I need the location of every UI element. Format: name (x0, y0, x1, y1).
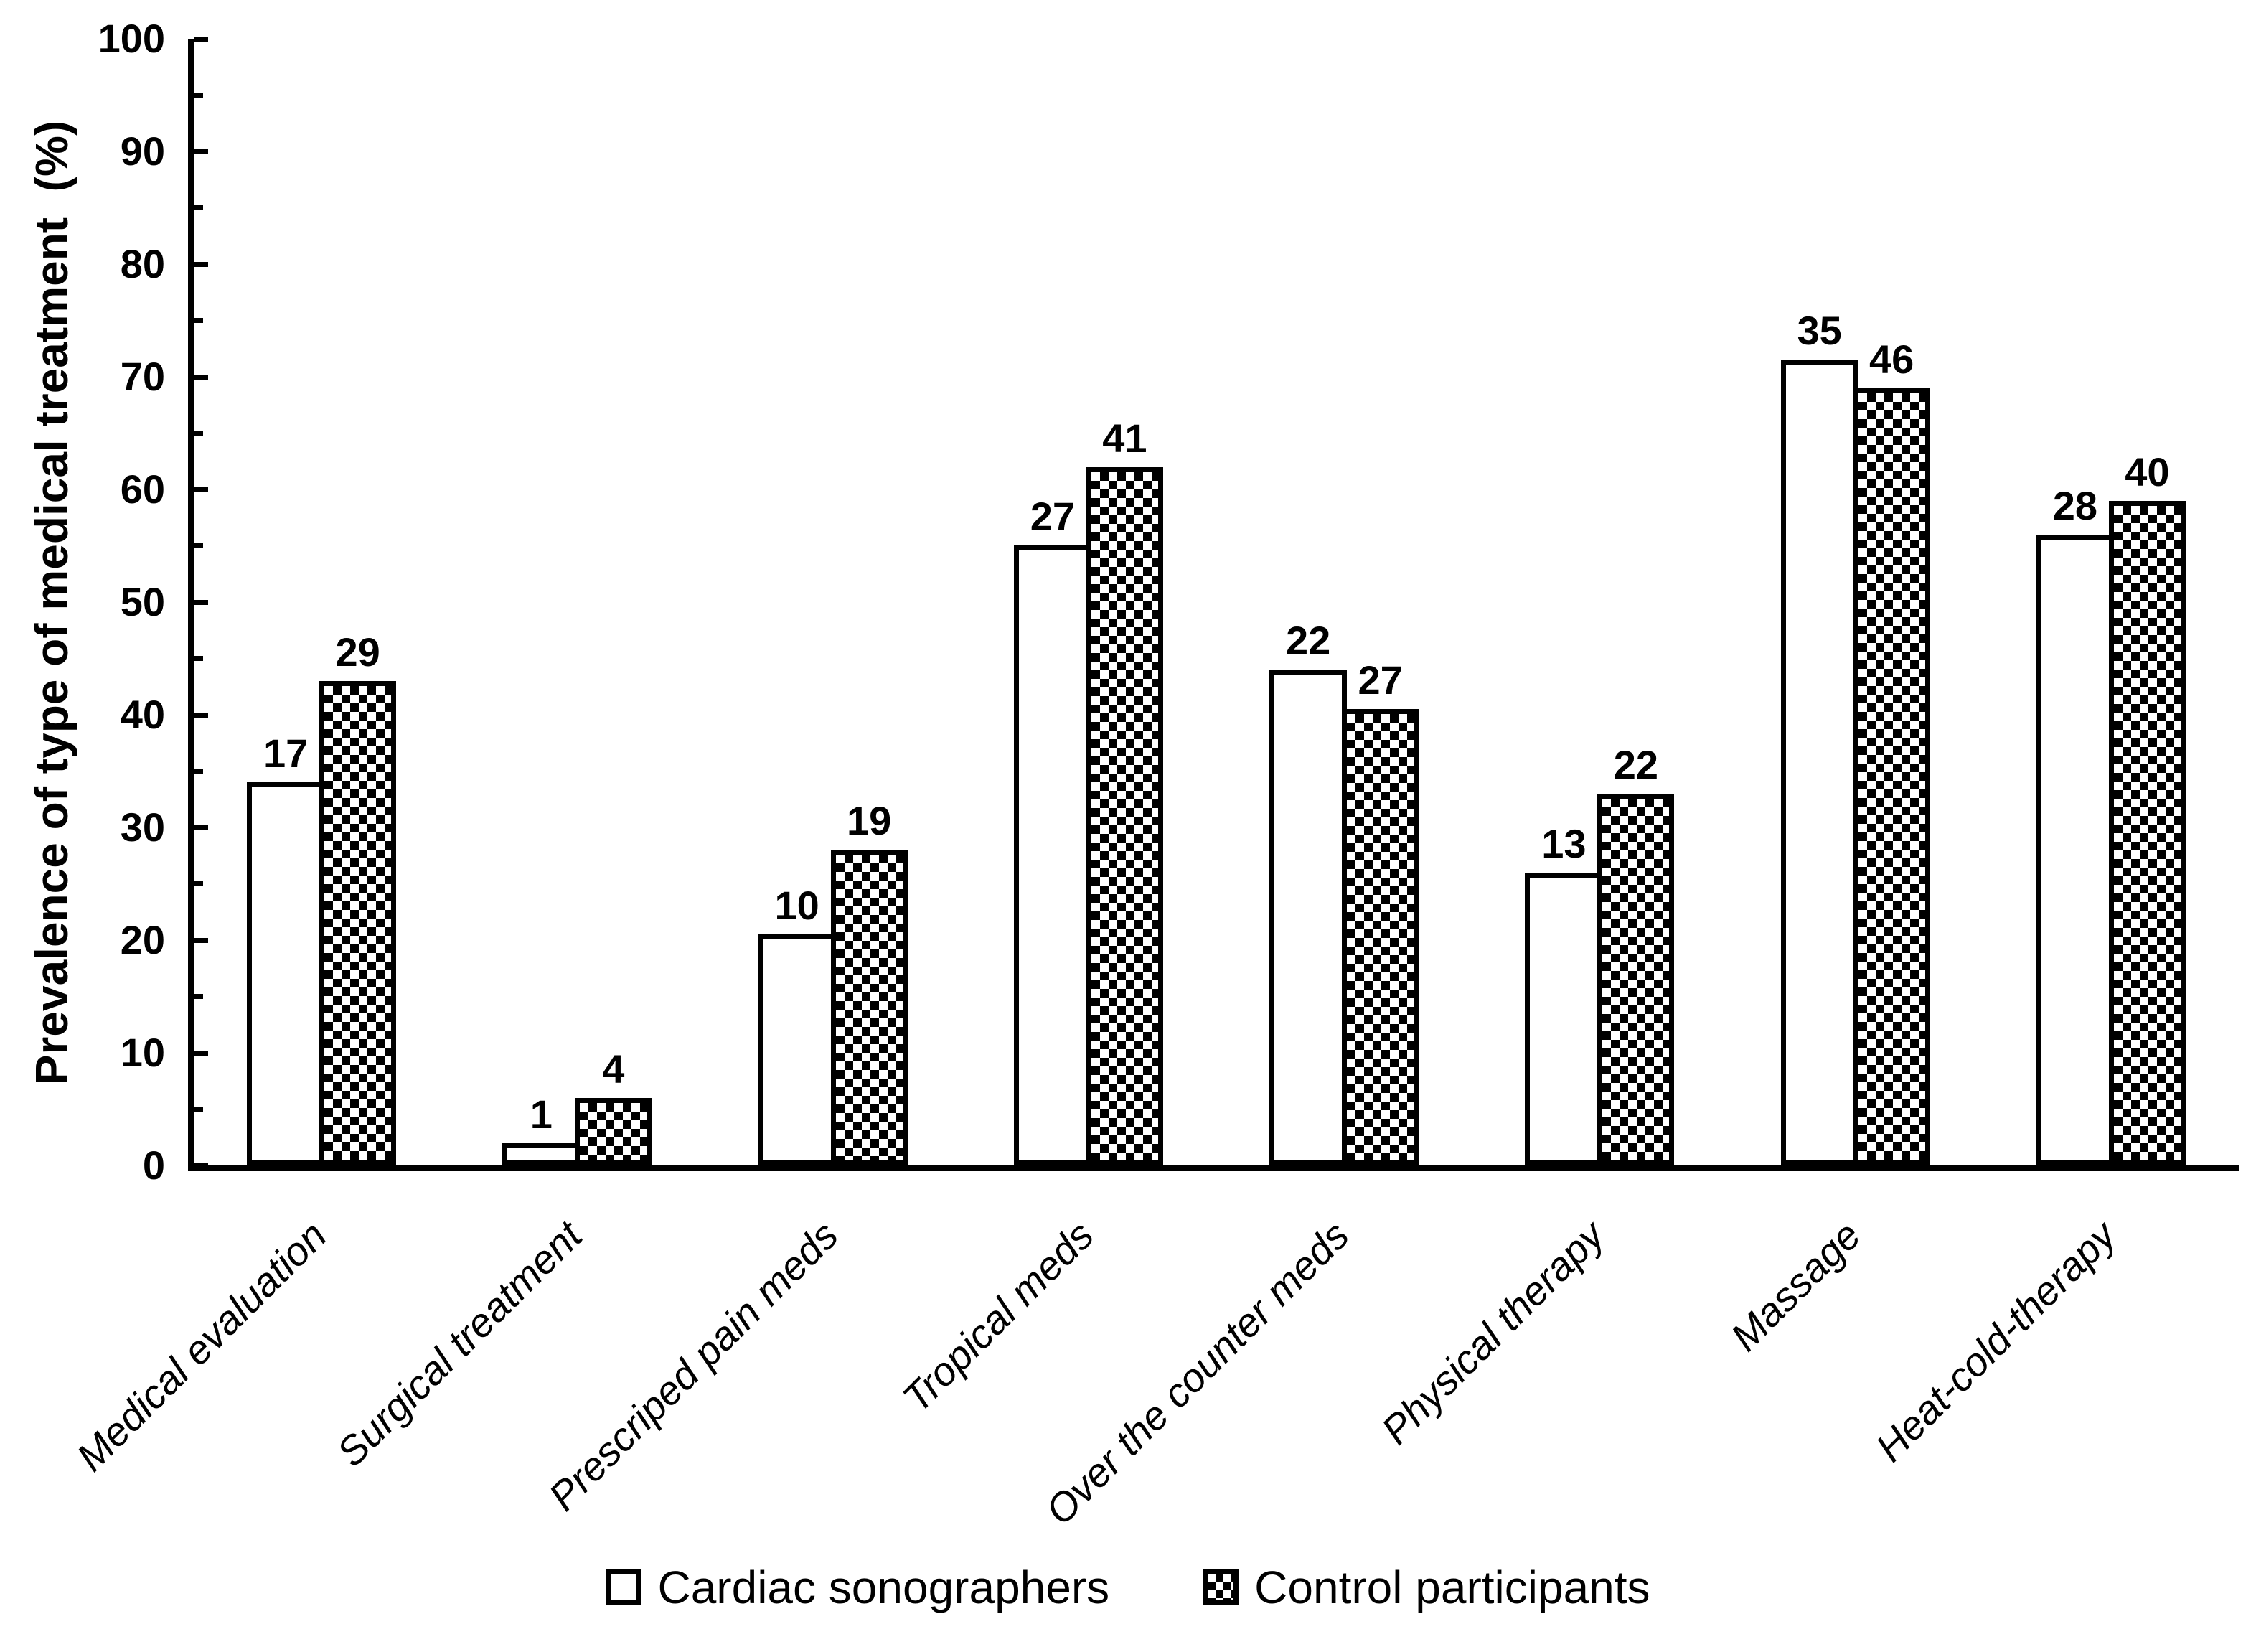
bar-value-label: 19 (846, 798, 892, 843)
y-axis-major-tick (194, 599, 208, 605)
bar-cardiac-sonographers (1269, 670, 1348, 1165)
bar-value-label: 27 (1030, 494, 1076, 539)
y-axis-major-tick (194, 937, 208, 943)
y-axis-minor-tick (194, 205, 203, 210)
bar-value-label: 22 (1613, 742, 1659, 787)
y-axis-tick-label: 70 (120, 354, 165, 399)
bar-control-participants (1853, 388, 1930, 1165)
bar-cardiac-sonographers (1013, 545, 1091, 1165)
y-axis-minor-tick (194, 769, 203, 774)
legend-item-control-participants: Control participants (1203, 1564, 1650, 1610)
y-axis-tick-label: 100 (98, 16, 165, 61)
bar-value-label: 4 (602, 1046, 625, 1092)
bar-cardiac-sonographers (2036, 535, 2114, 1165)
y-axis-minor-tick (194, 656, 203, 661)
bar-cardiac-sonographers (502, 1143, 581, 1165)
legend-swatch-checker-bar-icon (1203, 1569, 1239, 1605)
y-axis-minor-tick (194, 431, 203, 436)
legend-label: Cardiac sonographers (657, 1562, 1110, 1613)
y-axis-major-tick (194, 149, 208, 154)
y-axis-major-tick (194, 374, 208, 380)
bar-value-label: 41 (1102, 416, 1147, 461)
bar-cardiac-sonographers (758, 934, 836, 1165)
bar-cardiac-sonographers (247, 782, 325, 1165)
y-axis-tick-label: 40 (120, 692, 165, 737)
bar-control-participants (1597, 794, 1675, 1165)
bar-cardiac-sonographers (1525, 873, 1603, 1165)
bar-control-participants (1342, 709, 1419, 1165)
y-axis-tick-label: 20 (120, 917, 165, 962)
bar-cardiac-sonographers (1780, 360, 1858, 1165)
legend: Cardiac sonographers Control participant… (0, 1564, 2256, 1610)
y-axis-tick-label: 90 (120, 128, 165, 174)
bar-value-label: 46 (1869, 337, 1914, 382)
bar-control-participants (575, 1098, 652, 1165)
bar-value-label: 40 (2125, 449, 2170, 494)
y-axis-minor-tick (194, 994, 203, 999)
y-axis-tick-label: 50 (120, 579, 165, 624)
y-axis-tick-label: 80 (120, 241, 165, 286)
legend-label: Control participants (1254, 1562, 1650, 1613)
bar-control-participants (830, 850, 908, 1165)
y-axis-major-tick (194, 261, 208, 267)
bar-control-participants (319, 681, 397, 1165)
bar-value-label: 29 (335, 629, 380, 675)
y-axis-major-tick (194, 1050, 208, 1056)
y-axis-minor-tick (194, 93, 203, 98)
bar-value-label: 28 (2052, 483, 2098, 528)
plot-area: 17 29 1 4 10 19 27 41 22 27 13 22 35 46 28 40 (188, 36, 2239, 1171)
bar-value-label: 35 (1797, 308, 1842, 353)
bar-value-label: 17 (263, 731, 309, 776)
bar-control-participants (1086, 467, 1163, 1165)
y-axis-tick-label: 10 (120, 1030, 165, 1075)
y-axis-major-tick (194, 1163, 208, 1168)
y-axis-major-tick (194, 825, 208, 830)
bar-value-label: 22 (1285, 618, 1331, 663)
y-axis-minor-tick (194, 318, 203, 323)
bar-value-label: 1 (530, 1092, 553, 1137)
bar-value-label: 13 (1541, 821, 1587, 866)
y-axis-major-tick (194, 712, 208, 718)
y-axis-tick-label: 60 (120, 466, 165, 512)
legend-item-cardiac-sonographers: Cardiac sonographers (606, 1564, 1109, 1610)
y-axis-minor-tick (194, 543, 203, 548)
legend-swatch-open-bar-icon (606, 1569, 642, 1605)
y-axis-minor-tick (194, 1107, 203, 1112)
y-axis-major-tick (194, 36, 208, 42)
bar-value-label: 27 (1358, 657, 1403, 703)
y-axis-tick-label: 30 (120, 804, 165, 850)
bar-value-label: 10 (774, 883, 819, 928)
y-axis-minor-tick (194, 881, 203, 886)
bar-control-participants (2108, 501, 2186, 1165)
y-axis-major-tick (194, 487, 208, 492)
y-axis-tick-label: 0 (142, 1142, 165, 1188)
